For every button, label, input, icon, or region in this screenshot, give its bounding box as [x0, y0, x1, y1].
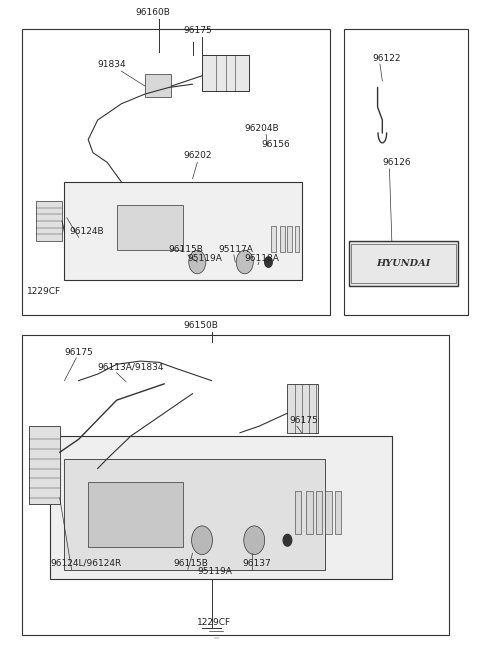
- FancyBboxPatch shape: [202, 55, 250, 91]
- Text: 96115B: 96115B: [169, 244, 204, 254]
- FancyBboxPatch shape: [316, 491, 322, 533]
- Circle shape: [192, 526, 213, 555]
- Text: 96202: 96202: [183, 151, 212, 160]
- Text: 96175: 96175: [183, 26, 212, 35]
- Text: 96118A: 96118A: [245, 254, 280, 263]
- FancyBboxPatch shape: [22, 29, 330, 315]
- FancyBboxPatch shape: [288, 225, 292, 252]
- Text: 91834: 91834: [97, 60, 126, 69]
- Circle shape: [236, 250, 253, 274]
- Text: 96113A/91834: 96113A/91834: [97, 363, 164, 371]
- Text: 96156: 96156: [261, 141, 290, 149]
- FancyBboxPatch shape: [344, 29, 468, 315]
- FancyBboxPatch shape: [280, 225, 285, 252]
- Text: 96204B: 96204B: [245, 124, 279, 133]
- Text: 96115B: 96115B: [174, 558, 208, 568]
- FancyBboxPatch shape: [50, 436, 392, 579]
- Text: HYUNDAI: HYUNDAI: [376, 259, 431, 268]
- Text: 95119A: 95119A: [197, 567, 232, 576]
- Text: 96175: 96175: [64, 348, 93, 357]
- Text: 96126: 96126: [383, 158, 411, 167]
- Text: 1229CF: 1229CF: [197, 618, 231, 627]
- Text: 96150B: 96150B: [183, 321, 218, 330]
- Text: 96137: 96137: [242, 558, 271, 568]
- FancyBboxPatch shape: [306, 491, 312, 533]
- Circle shape: [244, 526, 264, 555]
- FancyBboxPatch shape: [145, 74, 171, 97]
- FancyBboxPatch shape: [325, 491, 332, 533]
- FancyBboxPatch shape: [88, 482, 183, 547]
- Text: 96122: 96122: [373, 54, 401, 62]
- FancyBboxPatch shape: [288, 384, 318, 433]
- Text: 1229CF: 1229CF: [26, 287, 60, 296]
- FancyBboxPatch shape: [117, 205, 183, 250]
- FancyBboxPatch shape: [64, 459, 325, 570]
- FancyBboxPatch shape: [295, 225, 300, 252]
- FancyBboxPatch shape: [295, 491, 301, 533]
- FancyBboxPatch shape: [64, 182, 301, 280]
- Text: 95119A: 95119A: [188, 254, 223, 263]
- FancyBboxPatch shape: [36, 202, 62, 240]
- Circle shape: [264, 257, 272, 267]
- FancyBboxPatch shape: [271, 225, 276, 252]
- Text: 96160B: 96160B: [136, 8, 170, 17]
- Text: 96124L/96124R: 96124L/96124R: [50, 558, 121, 568]
- FancyBboxPatch shape: [29, 426, 60, 505]
- Text: 96124B: 96124B: [69, 227, 104, 236]
- FancyBboxPatch shape: [335, 491, 341, 533]
- FancyBboxPatch shape: [349, 240, 458, 286]
- FancyBboxPatch shape: [22, 335, 449, 635]
- Text: 95117A: 95117A: [219, 244, 253, 254]
- Circle shape: [283, 534, 292, 546]
- Text: 96175: 96175: [290, 416, 319, 425]
- Circle shape: [189, 250, 206, 274]
